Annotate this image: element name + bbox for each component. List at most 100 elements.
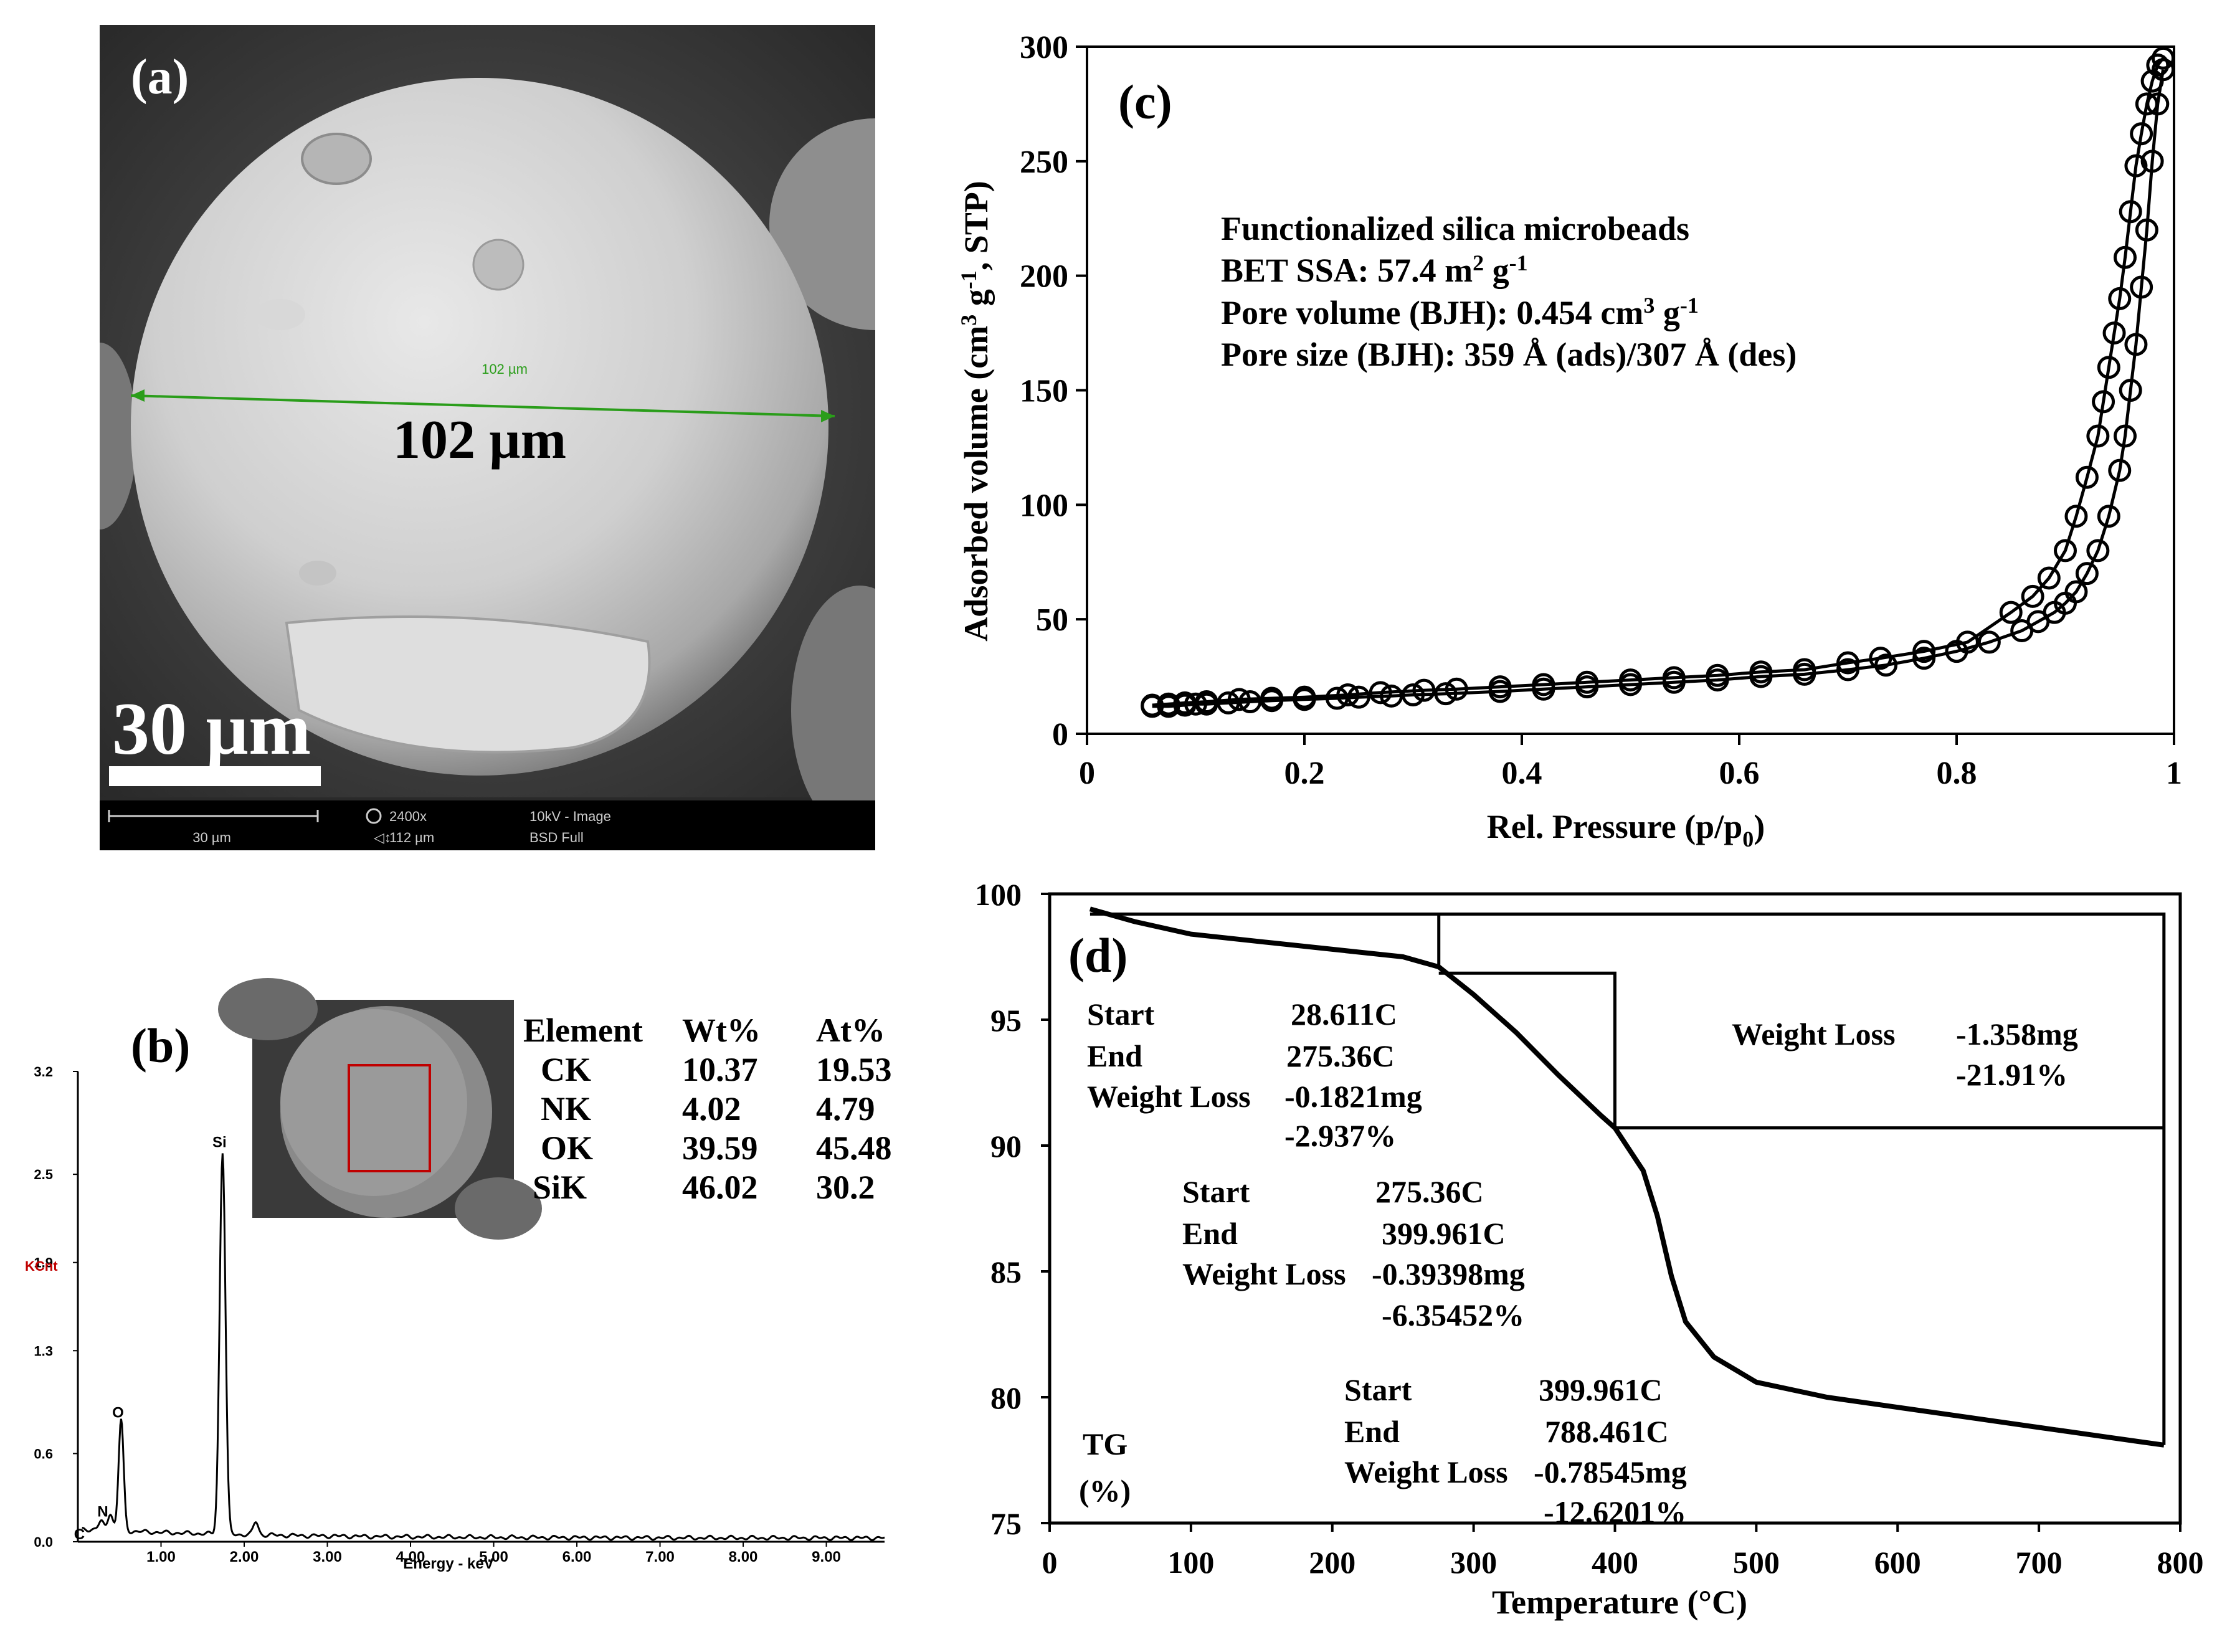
- isotherm-y-tick-label: 300: [1020, 30, 1068, 65]
- eds-table: Element Wt% At% CK 10.37 19.53 NK 4.02 4…: [523, 1012, 892, 1206]
- measure-big-label: 102 µm: [393, 410, 566, 470]
- tga-y-tick-label: 80: [990, 1380, 1022, 1415]
- isotherm-adsorption-point: [2113, 424, 2137, 448]
- eds-row-element: CK: [541, 1051, 591, 1088]
- eds-header-wt: Wt%: [682, 1012, 761, 1049]
- isotherm-desorption-point: [1706, 663, 1729, 687]
- anno-line2: BET SSA: 57.4 m2 g-1: [1221, 250, 1528, 289]
- info-detector: BSD Full: [529, 830, 584, 845]
- isotherm-panel: 0 0.2 0.4 0.6 0.8 1 0 50 100 150 200 250 300 (c) Fun…: [922, 19, 2217, 853]
- step2-start-label: Start: [1182, 1174, 1250, 1209]
- isotherm-x-tick-label: 0: [1079, 756, 1095, 791]
- eds-x-tick-label: 4.00: [396, 1549, 425, 1565]
- isotherm-desorption-point: [2119, 200, 2142, 224]
- isotherm-x-tick-label: 0.4: [1502, 756, 1542, 791]
- isotherm-desorption-point: [1336, 683, 1360, 706]
- eds-row-wt: 46.02: [682, 1169, 758, 1206]
- eds-header-element: Element: [523, 1012, 643, 1049]
- eds-peak-label: N: [97, 1504, 108, 1521]
- isotherm-adsorption-point: [2119, 379, 2142, 402]
- isotherm-desorption-point: [1749, 660, 1773, 684]
- eds-y-tick-label: 2.5: [34, 1167, 53, 1182]
- isotherm-desorption-point: [1955, 630, 1979, 654]
- isotherm-desorption-point: [1793, 658, 1816, 681]
- eds-row-at: 19.53: [816, 1051, 892, 1088]
- eds-row-at: 45.48: [816, 1129, 892, 1167]
- isotherm-adsorption-point: [2097, 505, 2120, 528]
- step3-loss-pct: -12.6201%: [1544, 1494, 1686, 1529]
- isotherm-y-tick-label: 50: [1036, 602, 1068, 638]
- tga-xlabel: Temperature (°C): [1492, 1583, 1747, 1621]
- step3-start-label: Start: [1344, 1372, 1412, 1407]
- eds-peak-label: O: [112, 1405, 124, 1422]
- info-magnification: 2400x: [389, 809, 427, 824]
- isotherm-chart: 0 0.2 0.4 0.6 0.8 1 0 50 100 150 200 250 300 (c) Fun…: [956, 30, 2182, 852]
- panel-b-label: (b): [131, 1018, 190, 1073]
- isotherm-adsorption-point: [1434, 682, 1458, 706]
- eds-row-element: SiK: [533, 1169, 587, 1206]
- eds-inset-image: [218, 978, 542, 1240]
- tga-x-tick-label: 200: [1309, 1545, 1355, 1580]
- tga-step2-bracket: [1438, 971, 1616, 1128]
- isotherm-adsorption-point: [1238, 690, 1262, 714]
- isotherm-desorption-point: [2075, 465, 2099, 489]
- step1-end-label: End: [1087, 1038, 1142, 1073]
- eds-spectrum-line: [82, 1153, 885, 1542]
- eds-y-tick-label: 1.3: [34, 1343, 53, 1359]
- step1-end: 275.36C: [1286, 1038, 1395, 1073]
- step3-loss-label: Weight Loss: [1344, 1455, 1508, 1489]
- step2-loss-pct: -6.35452%: [1382, 1298, 1524, 1332]
- step3-start: 399.961C: [1539, 1372, 1663, 1407]
- isotherm-y-tick-label: 200: [1020, 259, 1068, 295]
- total-loss-label: Weight Loss: [1732, 1017, 1896, 1051]
- tga-x-tick-label: 500: [1733, 1545, 1780, 1580]
- isotherm-desorption-point: [1575, 670, 1599, 694]
- step1-loss-mg: -0.1821mg: [1284, 1079, 1422, 1114]
- isotherm-desorption-point: [1412, 678, 1436, 702]
- scalebar: [109, 766, 321, 786]
- tga-y-tick-label: 100: [975, 877, 1022, 912]
- tga-y-tick-label: 95: [990, 1003, 1022, 1038]
- isotherm-adsorption-point: [2130, 275, 2153, 299]
- isotherm-annotations: Functionalized silica microbeads BET SSA…: [1221, 210, 1797, 373]
- tga-chart: 0 100 200 300 400 500 600 700 800 75 80 85 90 95 100 (…: [975, 877, 2204, 1621]
- isotherm-desorption-point: [1836, 651, 1859, 675]
- isotherm-desorption-point: [2152, 46, 2175, 70]
- neighbor-bead-left: [100, 343, 137, 529]
- isotherm-desorption-point: [2064, 505, 2088, 528]
- isotherm-y-tick-label: 150: [1020, 374, 1068, 409]
- eds-y-tick-label: 3.2: [34, 1064, 53, 1080]
- step1-start-label: Start: [1087, 997, 1155, 1032]
- step3-end: 788.461C: [1545, 1414, 1669, 1449]
- eds-peak-label: C: [74, 1526, 85, 1543]
- isotherm-desorption-point: [1260, 686, 1284, 710]
- isotherm-desorption-point: [2113, 245, 2137, 269]
- info-scale: 30 µm: [192, 830, 231, 845]
- tga-y-tick-label: 85: [990, 1255, 1022, 1289]
- isotherm-xlabel: Rel. Pressure (p/p0): [1487, 808, 1765, 852]
- tga-x-tick-label: 800: [2157, 1545, 2204, 1580]
- tga-x-tick-label: 700: [2016, 1545, 2063, 1580]
- isotherm-adsorption-point: [1836, 658, 1859, 681]
- tga-x-tick-label: 100: [1167, 1545, 1214, 1580]
- eds-row-element: OK: [541, 1129, 593, 1167]
- total-annotation: Weight Loss -1.358mg -21.91%: [1732, 1017, 2078, 1092]
- measure-small-label: 102 µm: [482, 361, 528, 377]
- isotherm-desorption-point: [1532, 673, 1555, 696]
- isotherm-desorption-point: [1141, 693, 1164, 717]
- step3-annotation: Start 399.961C End 788.461C Weight Loss …: [1344, 1372, 1687, 1529]
- isotherm-adsorption-point: [1325, 686, 1349, 710]
- isotherm-desorption-point: [1912, 640, 1936, 663]
- isotherm-desorption-point: [2124, 154, 2148, 178]
- isotherm-adsorption-point: [1977, 630, 2001, 654]
- isotherm-desorption-point: [1488, 675, 1512, 699]
- eds-peak-label: Si: [212, 1134, 227, 1151]
- isotherm-desorption-point: [2135, 92, 2158, 116]
- step2-end: 399.961C: [1382, 1216, 1506, 1251]
- isotherm-y-tick-label: 0: [1052, 717, 1068, 752]
- diameter-line: [130, 394, 835, 417]
- tga-y-tick-label: 90: [990, 1129, 1022, 1164]
- step1-loss-label: Weight Loss: [1087, 1079, 1251, 1114]
- sem-info-bar: [100, 800, 875, 850]
- isotherm-y-tick-label: 100: [1020, 488, 1068, 523]
